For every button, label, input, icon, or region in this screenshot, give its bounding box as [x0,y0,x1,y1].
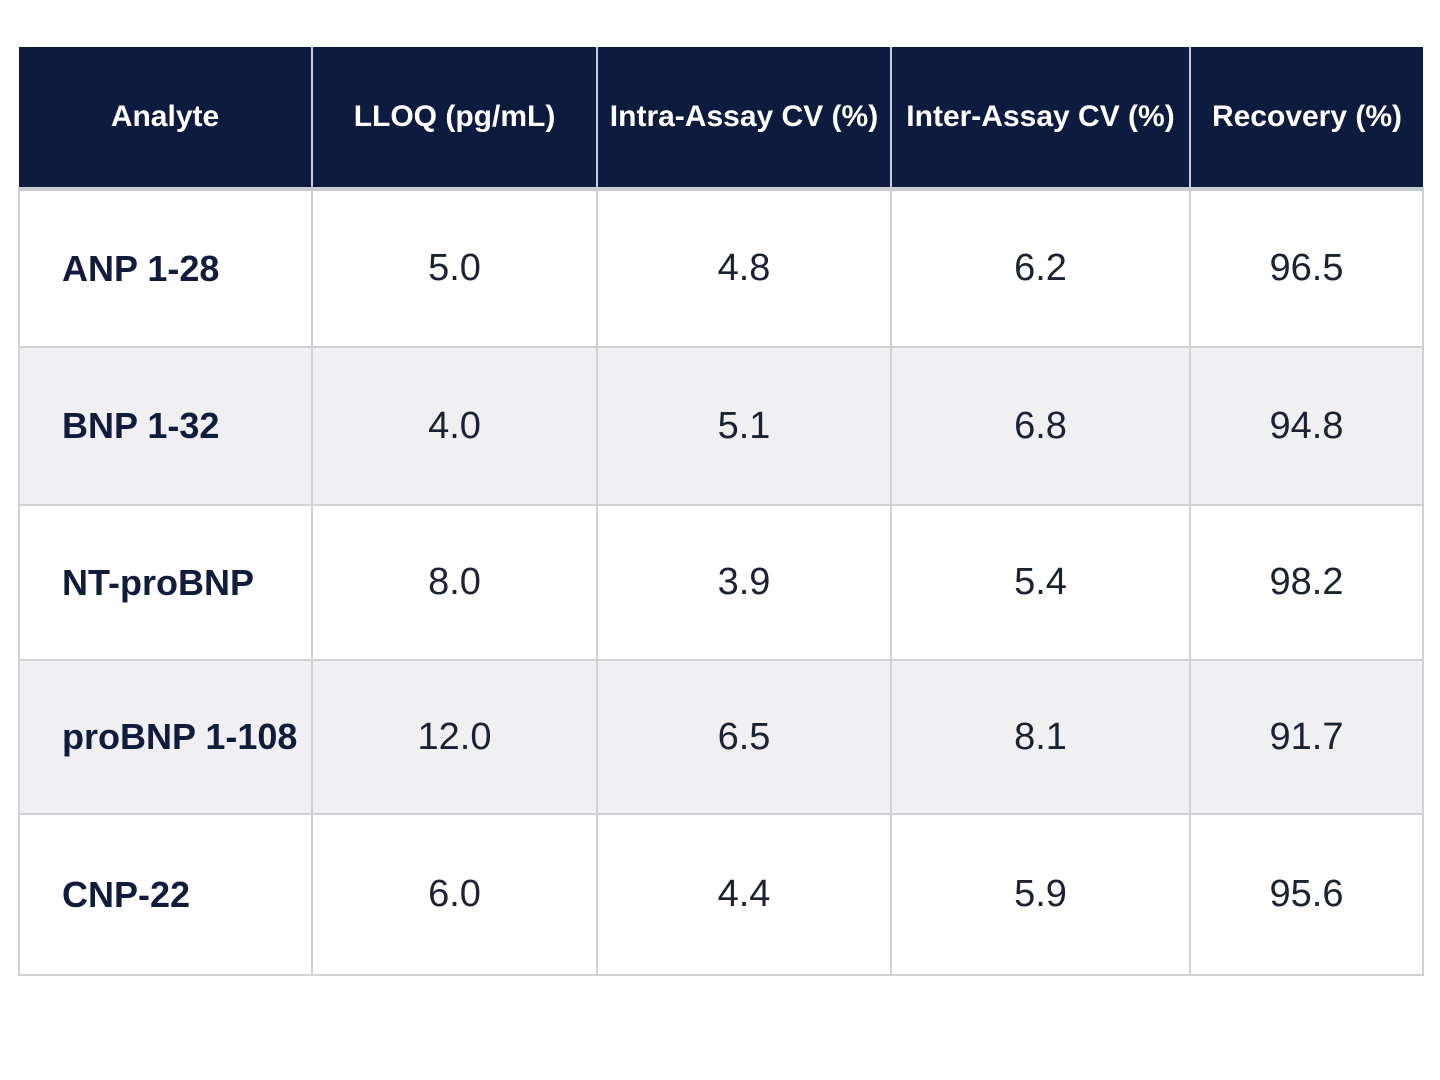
cell-recovery: 91.7 [1189,659,1424,815]
header-intra-assay-cv: Intra-Assay CV (%) [596,47,892,191]
cell-inter-assay-cv: 6.8 [890,346,1191,506]
table-row: proBNP 1-108 12.0 6.5 8.1 91.7 [18,659,1424,815]
header-lloq: LLOQ (pg/mL) [311,47,598,191]
cell-analyte: NT-proBNP [18,504,313,661]
cell-lloq: 8.0 [311,504,598,661]
table-row: CNP-22 6.0 4.4 5.9 95.6 [18,813,1424,976]
cell-inter-assay-cv: 5.9 [890,813,1191,976]
cell-lloq: 4.0 [311,346,598,506]
header-inter-assay-cv: Inter-Assay CV (%) [890,47,1191,191]
table-row: BNP 1-32 4.0 5.1 6.8 94.8 [18,346,1424,506]
cell-analyte: proBNP 1-108 [18,659,313,815]
cell-recovery: 94.8 [1189,346,1424,506]
cell-intra-assay-cv: 4.4 [596,813,892,976]
cell-inter-assay-cv: 8.1 [890,659,1191,815]
header-recovery: Recovery (%) [1189,47,1423,191]
assay-performance-table: Analyte LLOQ (pg/mL) Intra-Assay CV (%) … [18,47,1424,976]
cell-analyte: BNP 1-32 [18,346,313,506]
table-row: ANP 1-28 5.0 4.8 6.2 96.5 [18,188,1424,348]
cell-lloq: 5.0 [311,188,598,348]
cell-analyte: CNP-22 [18,813,313,976]
cell-recovery: 98.2 [1189,504,1424,661]
cell-recovery: 96.5 [1189,188,1424,348]
table-row: NT-proBNP 8.0 3.9 5.4 98.2 [18,504,1424,661]
cell-recovery: 95.6 [1189,813,1424,976]
header-row: Analyte LLOQ (pg/mL) Intra-Assay CV (%) … [19,47,1423,191]
assay-performance-table-container: Analyte LLOQ (pg/mL) Intra-Assay CV (%) … [18,47,1424,976]
cell-intra-assay-cv: 6.5 [596,659,892,815]
table-body: ANP 1-28 5.0 4.8 6.2 96.5 BNP 1-32 4.0 5… [18,188,1424,976]
cell-analyte: ANP 1-28 [18,188,313,348]
table-header: Analyte LLOQ (pg/mL) Intra-Assay CV (%) … [19,47,1423,191]
cell-lloq: 12.0 [311,659,598,815]
cell-intra-assay-cv: 5.1 [596,346,892,506]
cell-lloq: 6.0 [311,813,598,976]
cell-inter-assay-cv: 5.4 [890,504,1191,661]
cell-intra-assay-cv: 4.8 [596,188,892,348]
header-analyte: Analyte [19,47,313,191]
cell-intra-assay-cv: 3.9 [596,504,892,661]
cell-inter-assay-cv: 6.2 [890,188,1191,348]
